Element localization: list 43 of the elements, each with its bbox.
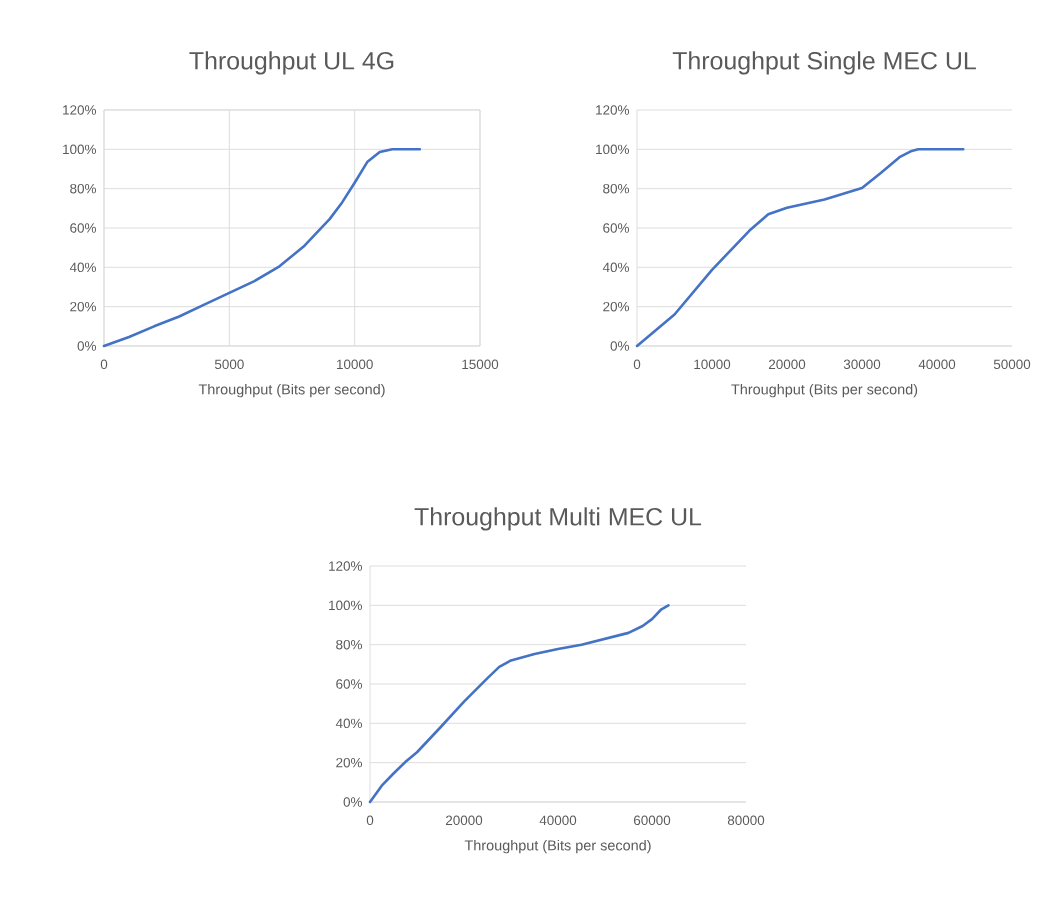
y-tick-label: 120% — [63, 105, 96, 115]
y-tick-label: 20% — [603, 301, 630, 312]
line-series — [635, 148, 965, 348]
x-tick-label: 0 — [100, 359, 108, 370]
y-tick-label: 20% — [70, 301, 96, 312]
y-tick-label: 0% — [610, 341, 630, 351]
x-tick-label: 60000 — [633, 815, 671, 826]
chart-title: Throughput UL 4G — [189, 51, 394, 75]
y-tick-label: 20% — [336, 757, 363, 768]
y-tick-label: 40% — [602, 262, 630, 273]
x-tick-label: 10000 — [337, 359, 373, 370]
y-tick-label: 100% — [63, 144, 96, 155]
y-tick-label: 120% — [596, 105, 630, 115]
y-tick-label: 40% — [335, 718, 363, 729]
x-tick-label: 5000 — [214, 359, 244, 370]
x-tick-label: 80000 — [727, 815, 765, 826]
x-axis-title: Throughput (Bits per second) — [731, 383, 918, 398]
x-tick-label: 50000 — [993, 359, 1031, 370]
y-tick-label: 80% — [336, 639, 363, 650]
chart-title: Throughput Single MEC UL — [672, 51, 976, 75]
y-tick-label: 60% — [70, 223, 96, 233]
y-tick-label: 100% — [329, 600, 362, 611]
y-tick-label: 100% — [596, 144, 630, 155]
x-tick-label: 10000 — [694, 359, 731, 370]
x-tick-label: 20000 — [445, 815, 483, 826]
x-axis-title: Throughput (Bits per second) — [198, 383, 385, 398]
y-tick-label: 60% — [336, 679, 363, 689]
x-tick-label: 40000 — [918, 359, 956, 370]
x-tick-label: 30000 — [843, 359, 881, 370]
y-tick-label: 0% — [77, 341, 96, 351]
x-tick-label: 15000 — [462, 359, 499, 370]
y-tick-label: 0% — [343, 797, 363, 807]
y-tick-label: 120% — [329, 561, 362, 571]
x-tick-label: 0 — [633, 359, 641, 370]
y-tick-label: 40% — [69, 262, 96, 273]
y-tick-label: 80% — [603, 183, 630, 194]
y-tick-label: 80% — [70, 183, 96, 194]
x-tick-label: 0 — [366, 815, 374, 826]
x-tick-label: 40000 — [539, 815, 577, 826]
x-tick-label: 20000 — [768, 359, 806, 370]
y-tick-label: 60% — [603, 223, 630, 233]
chart-title: Throughput Multi MEC UL — [414, 507, 702, 531]
x-axis-title: Throughput (Bits per second) — [464, 839, 651, 854]
